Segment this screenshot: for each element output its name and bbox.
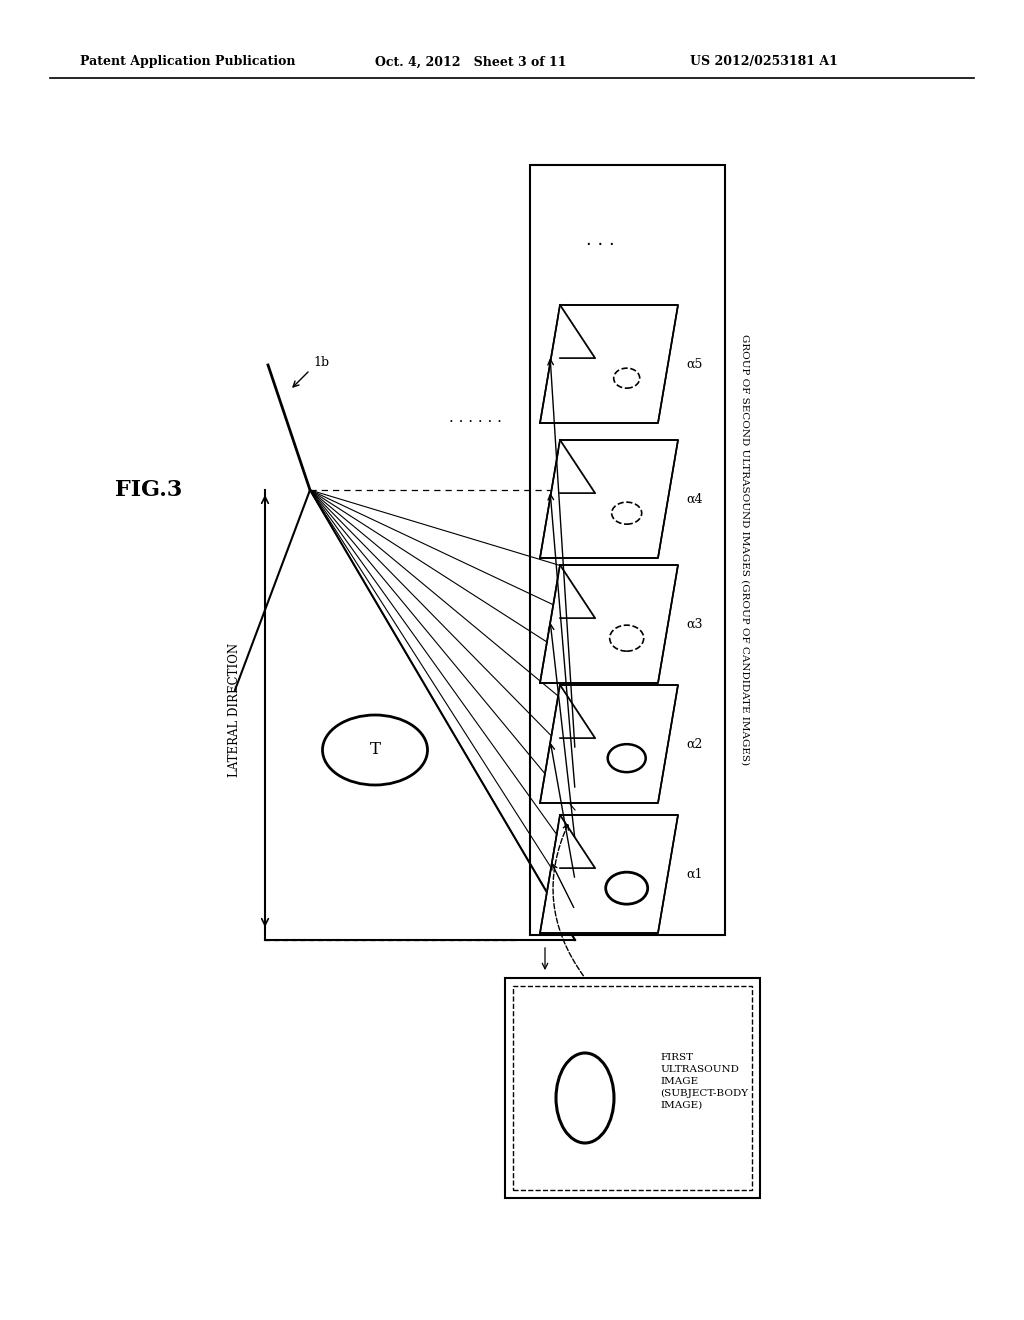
Text: α2: α2	[686, 738, 702, 751]
Polygon shape	[540, 685, 678, 803]
Text: US 2012/0253181 A1: US 2012/0253181 A1	[690, 55, 838, 69]
Polygon shape	[540, 814, 678, 933]
Polygon shape	[540, 440, 678, 558]
Text: Oct. 4, 2012   Sheet 3 of 11: Oct. 4, 2012 Sheet 3 of 11	[375, 55, 566, 69]
Polygon shape	[560, 814, 595, 869]
Polygon shape	[540, 565, 678, 682]
Polygon shape	[560, 565, 595, 618]
Text: . . .: . . .	[586, 231, 614, 249]
Text: FIG.3: FIG.3	[115, 479, 182, 502]
Polygon shape	[560, 685, 595, 738]
Polygon shape	[540, 305, 678, 422]
Text: α1: α1	[686, 867, 702, 880]
Text: α3: α3	[686, 618, 702, 631]
Text: 1b: 1b	[313, 356, 329, 370]
Polygon shape	[560, 440, 595, 494]
Text: GROUP OF SECOND ULTRASOUND IMAGES (GROUP OF CANDIDATE IMAGES): GROUP OF SECOND ULTRASOUND IMAGES (GROUP…	[740, 334, 750, 766]
Text: Patent Application Publication: Patent Application Publication	[80, 55, 296, 69]
Bar	[513, 986, 752, 1191]
Text: FIRST
ULTRASOUND
IMAGE
(SUBJECT-BODY
IMAGE): FIRST ULTRASOUND IMAGE (SUBJECT-BODY IMA…	[660, 1053, 749, 1109]
Bar	[505, 978, 760, 1199]
Text: α5: α5	[686, 358, 702, 371]
Text: T: T	[370, 742, 381, 759]
Text: LATERAL DIRECTION: LATERAL DIRECTION	[228, 643, 242, 777]
Polygon shape	[560, 305, 595, 358]
Text: . . . . . .: . . . . . .	[449, 411, 502, 425]
Text: α4: α4	[686, 492, 702, 506]
Bar	[530, 165, 725, 935]
